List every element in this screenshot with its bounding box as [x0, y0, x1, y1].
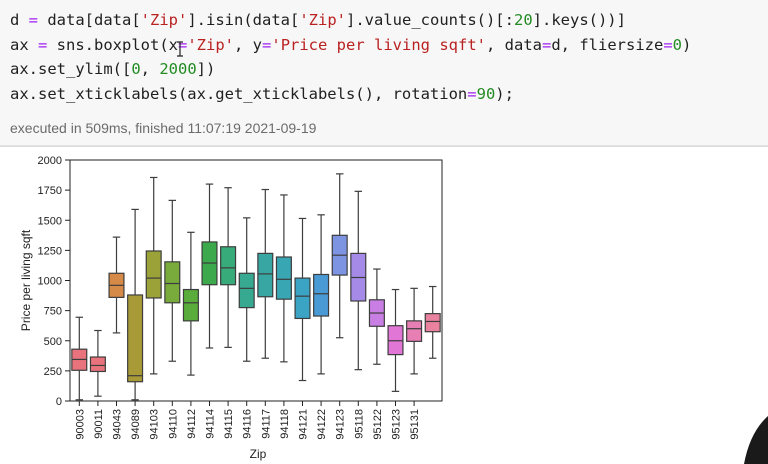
x-tick-label: 94116	[242, 409, 254, 439]
x-tick-label: 94122	[316, 409, 328, 440]
x-tick-label: 95123	[391, 409, 403, 440]
box-body	[89, 356, 106, 373]
i-beam-cursor-icon	[177, 41, 183, 57]
y-axis: 0 250 500 750 1000 1250 1500 1750 2000	[38, 155, 70, 408]
x-axis-label: Zip	[250, 447, 267, 461]
box-body	[164, 261, 181, 304]
code-line-4: ax.set_xticklabels(ax.get_xticklabels(),…	[10, 84, 514, 103]
box-94114	[201, 183, 218, 349]
box-body	[238, 272, 255, 309]
x-tick-label: 94112	[186, 409, 198, 439]
box-body	[127, 294, 144, 383]
code-line-3: ax.set_ylim([0, 2000])	[10, 60, 216, 78]
box-body	[387, 325, 404, 356]
x-tick-label: 94089	[130, 409, 142, 440]
box-94089	[127, 208, 144, 401]
y-axis-label: Price per living sqft	[19, 229, 33, 331]
x-tick-label: 94103	[149, 409, 161, 440]
y-tick-label: 1000	[38, 276, 62, 288]
execution-status: executed in 509ms, finished 11:07:19 202…	[10, 120, 317, 136]
box-90003	[71, 316, 88, 401]
box-94122	[313, 214, 330, 375]
box-90011	[89, 329, 106, 397]
x-tick-label: 94121	[298, 409, 310, 440]
code-line-2: ax = sns.boxplot(x='Zip', y='Price per l…	[10, 35, 692, 54]
x-tick-label: 94110	[167, 409, 179, 439]
x-tick-label: 95131	[409, 409, 421, 440]
x-axis: 90003 90011 94043 94089 94103 94110 94112 94114…	[74, 401, 421, 440]
x-tick-label: 94043	[112, 409, 124, 440]
x-tick-label: 90011	[93, 409, 105, 439]
y-tick-label: 750	[44, 306, 62, 318]
box-95123	[387, 288, 404, 392]
x-tick-label: 94123	[335, 409, 347, 440]
box-94116	[238, 217, 255, 362]
code-line-1: d = data[data['Zip'].isin(data['Zip'].va…	[10, 11, 626, 29]
y-tick-label: 2000	[38, 155, 62, 167]
x-tick-label: 94115	[223, 409, 235, 439]
box-body	[257, 252, 274, 298]
box-body	[424, 313, 441, 333]
x-tick-label: 90003	[74, 409, 86, 440]
x-tick-label: 95122	[372, 409, 384, 440]
box-body	[220, 246, 237, 286]
box-94118	[275, 194, 292, 363]
box-body	[182, 288, 199, 322]
box-body	[145, 250, 162, 299]
plot-frame	[69, 159, 443, 402]
box-94117	[257, 188, 274, 359]
y-tick-label: 250	[44, 366, 62, 378]
y-tick-label: 500	[44, 336, 62, 348]
box-94121	[294, 217, 311, 382]
box-94115	[220, 187, 237, 348]
chart-boxes	[71, 173, 441, 401]
box-95131	[406, 287, 423, 375]
y-tick-label: 1750	[38, 185, 62, 197]
boxplot-chart: 0 250 500 750 1000 1250 1500 1750 2000 90003 9001…	[19, 155, 443, 461]
box-body	[406, 320, 423, 342]
box-94103	[145, 176, 162, 375]
code-block[interactable]: d = data[data['Zip'].isin(data['Zip'].va…	[10, 8, 691, 106]
x-tick-label: 95118	[353, 409, 365, 439]
box-body	[275, 256, 292, 300]
box-95122	[368, 268, 385, 365]
box-94043	[108, 236, 125, 334]
box-19	[424, 285, 441, 359]
x-tick-label: 94118	[279, 409, 291, 439]
resize-corner-icon[interactable]	[740, 416, 768, 464]
box-94112	[182, 231, 199, 376]
y-tick-label: 0	[56, 396, 62, 408]
x-tick-label: 94117	[260, 409, 272, 439]
y-tick-label: 1250	[38, 245, 62, 257]
box-body	[313, 273, 330, 317]
code-cell[interactable]: d = data[data['Zip'].isin(data['Zip'].va…	[0, 0, 768, 146]
box-95118	[350, 190, 367, 371]
box-body	[294, 277, 311, 320]
y-tick-label: 1500	[38, 215, 62, 227]
x-tick-label: 94114	[205, 409, 217, 439]
box-94110	[164, 199, 181, 362]
box-94123	[331, 173, 348, 339]
output-divider	[0, 146, 768, 147]
